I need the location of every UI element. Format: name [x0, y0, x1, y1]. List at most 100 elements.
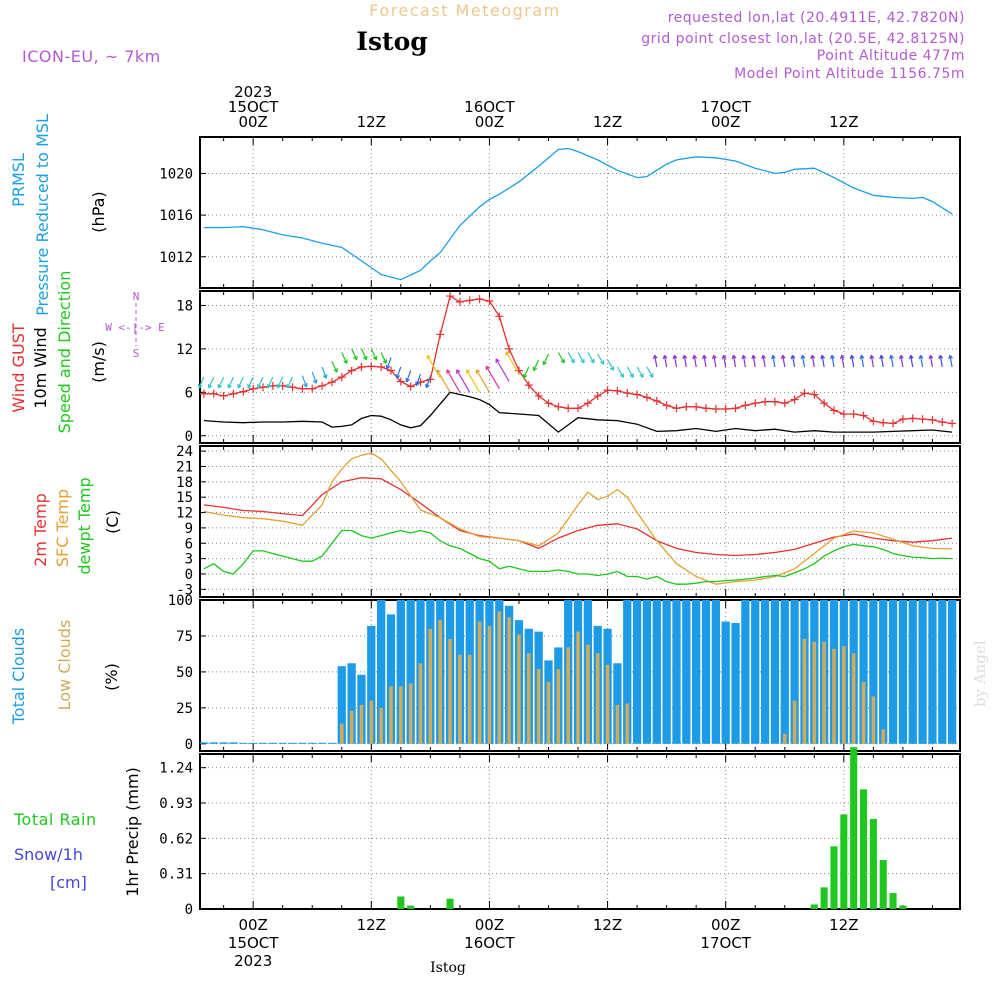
wind-direction-arrow [751, 354, 757, 368]
wind-gust-marker [367, 362, 376, 371]
rain-bar [859, 789, 868, 909]
wind-direction-arrow [879, 354, 885, 368]
total-clouds-bar [396, 600, 405, 744]
precip-panel [199, 747, 961, 910]
y-tick-label: 0.31 [159, 867, 193, 883]
wind-gust-marker [239, 387, 248, 396]
total-clouds-bar [859, 600, 868, 744]
wind-direction-arrow [849, 354, 855, 368]
top-time-label: 2023 [234, 83, 272, 101]
total-clouds-bar [317, 742, 327, 744]
wind-direction-arrow [475, 369, 490, 393]
wind-gust-marker [889, 419, 898, 428]
y-tick-label: 1.24 [159, 761, 193, 777]
wind-gust-marker [554, 402, 563, 411]
wind-direction-arrow [415, 373, 422, 386]
wind-gust-marker [879, 418, 888, 427]
low-clouds-bar [359, 704, 364, 744]
wind-direction-arrow [311, 371, 318, 384]
total-clouds-bar [377, 600, 386, 744]
wind-gust-marker [642, 393, 651, 402]
wind-gust-marker [751, 399, 760, 408]
wind-direction-arrow [771, 354, 776, 368]
location-info-line: Model Point Altitude 1156.75m [734, 66, 965, 82]
low-clouds-bar [467, 654, 472, 744]
wind-direction-arrow [227, 376, 235, 389]
wind-gust-marker [465, 296, 474, 305]
y-tick-label: 3 [185, 552, 193, 568]
bottom-time-label: 12Z [593, 916, 622, 934]
wind-gust-marker [780, 399, 789, 408]
wind-direction-arrow [918, 354, 924, 368]
y-tick-label: 25 [176, 701, 193, 717]
wind-gust-marker [633, 390, 642, 399]
wind-direction-arrow [938, 354, 944, 368]
wind-gust-marker [829, 406, 838, 415]
total-clouds-bar [701, 600, 711, 744]
wind-direction-arrow [237, 376, 244, 389]
low-clouds-bar [871, 696, 876, 744]
wind-gust-marker [377, 363, 386, 371]
low-clouds-bar [595, 653, 600, 744]
total-clouds-bar [623, 600, 632, 744]
sfc-temp-label: SFC Temp [53, 489, 72, 567]
y-tick-label: 1016 [159, 208, 193, 224]
wind-direction-arrow [577, 352, 585, 364]
total-clouds-bar [947, 600, 957, 744]
low-clouds-bar [842, 646, 846, 744]
wind-direction-arrow [662, 354, 668, 368]
y-tick-label: 0 [185, 737, 193, 753]
y-tick-label: 18 [176, 298, 193, 314]
snow-unit-label: [cm] [50, 873, 87, 892]
wind-direction-arrow [859, 354, 865, 368]
wind-direction-arrow [810, 354, 816, 368]
low-clouds-bar [546, 681, 551, 744]
rain-bar [840, 814, 848, 909]
pressure-label: Pressure Reduced to MSL [33, 114, 52, 316]
compass-south: S [133, 347, 140, 360]
wind-direction-arrow [456, 369, 471, 393]
low-clouds-bar [477, 621, 482, 744]
wind-direction-arrow [567, 352, 575, 364]
rain-bar [830, 846, 838, 909]
wind-gust-marker [898, 415, 907, 424]
wind-direction-arrow [800, 354, 806, 368]
low-clouds-bar [615, 704, 620, 744]
wind-direction-arrow [780, 354, 786, 368]
pressure-unit: (hPa) [89, 191, 108, 232]
wind-direction-arrow [741, 354, 747, 368]
low-clouds-bar [576, 631, 580, 744]
y-tick-label: -3 [176, 582, 193, 598]
low-clouds-bar [832, 648, 836, 744]
low-clouds-bar [399, 686, 403, 744]
bottom-time-label: 15OCT [228, 934, 279, 952]
low-clouds-bar [822, 641, 826, 744]
compass-north: N [133, 290, 140, 303]
pressure-label: PRMSL [9, 153, 28, 207]
total-clouds-bar [337, 666, 346, 744]
total-clouds-bar [888, 600, 898, 744]
total-clouds-bar [199, 742, 209, 744]
total-clouds-bar [367, 625, 376, 744]
wind-direction-arrow [636, 366, 644, 378]
location-info-line: grid point closest lon,lat (20.5E, 42.81… [641, 31, 965, 47]
low-clouds-bar [861, 681, 866, 744]
wind-gust-marker [495, 312, 504, 321]
temp-label: 2m Temp [31, 493, 50, 567]
wind-gust-marker [820, 399, 829, 408]
wind-direction-arrow [247, 376, 254, 389]
wind-gust-marker [652, 397, 661, 406]
wind-gust-marker [199, 389, 208, 398]
wind-direction-arrow [898, 354, 904, 368]
total-clouds-bar [869, 600, 878, 744]
wind-gust-marker [219, 391, 228, 400]
wind-direction-arrow [672, 354, 678, 368]
wind-gust-marker [593, 391, 602, 400]
total-clouds-bar [711, 600, 720, 744]
wind-direction-arrow [869, 354, 875, 368]
low-clouds-bar [349, 710, 354, 744]
wind-direction-arrow [266, 376, 274, 389]
low-clouds-bar [389, 686, 393, 744]
y-tick-label: 15 [176, 490, 193, 506]
